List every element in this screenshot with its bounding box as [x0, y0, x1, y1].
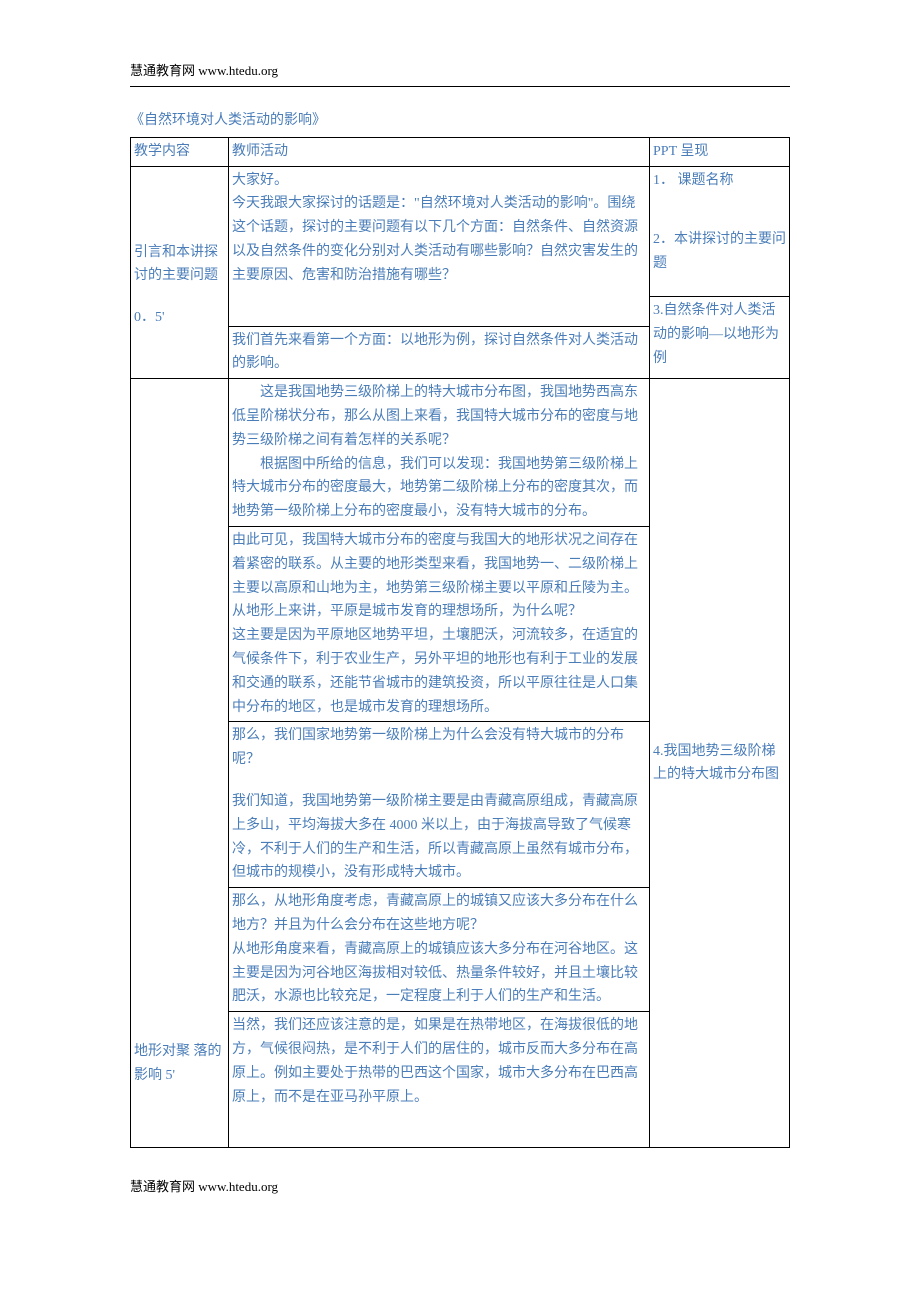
topic-label: 引言和本讲探讨的主要问题	[134, 241, 225, 289]
activity-text: 由此可见，我国特大城市分布的密度与我国大的地形状况之间存在着紧密的联系。从主要的…	[232, 529, 646, 624]
activity-text: 我们首先来看第一个方面：以地形为例，探讨自然条件对人类活动的影响。	[232, 329, 646, 377]
topic-label: 地形对聚 落的影响 5'	[134, 1040, 225, 1088]
site-header: 慧通教育网 www.htedu.org	[130, 60, 790, 82]
header-rule	[130, 86, 790, 87]
activity-text: 大家好。	[232, 169, 646, 193]
ppt-item: 2．本讲探讨的主要问题	[653, 228, 786, 276]
activity-text: 那么，从地形角度考虑，青藏高原上的城镇又应该大多分布在什么地方？并且为什么会分布…	[232, 890, 646, 938]
cell-ppt-intro: 1． 课题名称 2．本讲探讨的主要问题 3.自然条件对人类活动的影响—以地形为例	[650, 166, 790, 379]
activity-text: 这是我国地势三级阶梯上的特大城市分布图，我国地势西高东低呈阶梯状分布，那么从图上…	[232, 381, 646, 452]
lesson-plan-table: 教学内容 教师活动 PPT 呈现 引言和本讲探讨的主要问题 0．5' 大家好。 …	[130, 137, 790, 1148]
inner-separator	[229, 1011, 649, 1012]
document-title: 《自然环境对人类活动的影响》	[130, 109, 790, 133]
cell-topic-terrain: 地形对聚 落的影响 5'	[131, 379, 229, 1148]
site-footer: 慧通教育网 www.htedu.org	[130, 1176, 790, 1198]
activity-text: 根据图中所给的信息，我们可以发现：我国地势第三级阶梯上特大城市分布的密度最大，地…	[232, 453, 646, 524]
col-header-ppt: PPT 呈现	[650, 137, 790, 166]
ppt-item: 4.我国地势三级阶梯上的特大城市分布图	[653, 740, 786, 788]
col-header-activity: 教师活动	[229, 137, 650, 166]
cell-activity-terrain: 这是我国地势三级阶梯上的特大城市分布图，我国地势西高东低呈阶梯状分布，那么从图上…	[229, 379, 650, 1148]
col-header-content: 教学内容	[131, 137, 229, 166]
table-row: 地形对聚 落的影响 5' 这是我国地势三级阶梯上的特大城市分布图，我国地势西高东…	[131, 379, 790, 1148]
table-row: 引言和本讲探讨的主要问题 0．5' 大家好。 今天我跟大家探讨的话题是："自然环…	[131, 166, 790, 379]
topic-duration: 0．5'	[134, 306, 225, 330]
activity-text: 这主要是因为平原地区地势平坦，土壤肥沃，河流较多，在适宜的气候条件下，利于农业生…	[232, 624, 646, 719]
cell-topic-intro: 引言和本讲探讨的主要问题 0．5'	[131, 166, 229, 379]
inner-separator	[229, 526, 649, 527]
activity-text: 今天我跟大家探讨的话题是："自然环境对人类活动的影响"。围绕这个话题，探讨的主要…	[232, 192, 646, 287]
ppt-item: 3.自然条件对人类活动的影响—以地形为例	[653, 299, 786, 370]
ppt-item: 1． 课题名称	[653, 169, 786, 193]
table-header-row: 教学内容 教师活动 PPT 呈现	[131, 137, 790, 166]
activity-text: 那么，我们国家地势第一级阶梯上为什么会没有特大城市的分布呢？	[232, 724, 646, 772]
inner-separator	[229, 721, 649, 722]
inner-separator	[229, 326, 649, 327]
activity-text: 我们知道，我国地势第一级阶梯主要是由青藏高原组成，青藏高原上多山，平均海拔大多在…	[232, 790, 646, 885]
inner-separator	[229, 887, 649, 888]
activity-text: 当然，我们还应该注意的是，如果是在热带地区，在海拔很低的地方，气候很闷热，是不利…	[232, 1014, 646, 1109]
cell-ppt-terrain: 4.我国地势三级阶梯上的特大城市分布图	[650, 379, 790, 1148]
inner-separator	[650, 296, 789, 297]
cell-activity-intro: 大家好。 今天我跟大家探讨的话题是："自然环境对人类活动的影响"。围绕这个话题，…	[229, 166, 650, 379]
activity-text: 从地形角度来看，青藏高原上的城镇应该大多分布在河谷地区。这主要是因为河谷地区海拔…	[232, 938, 646, 1009]
